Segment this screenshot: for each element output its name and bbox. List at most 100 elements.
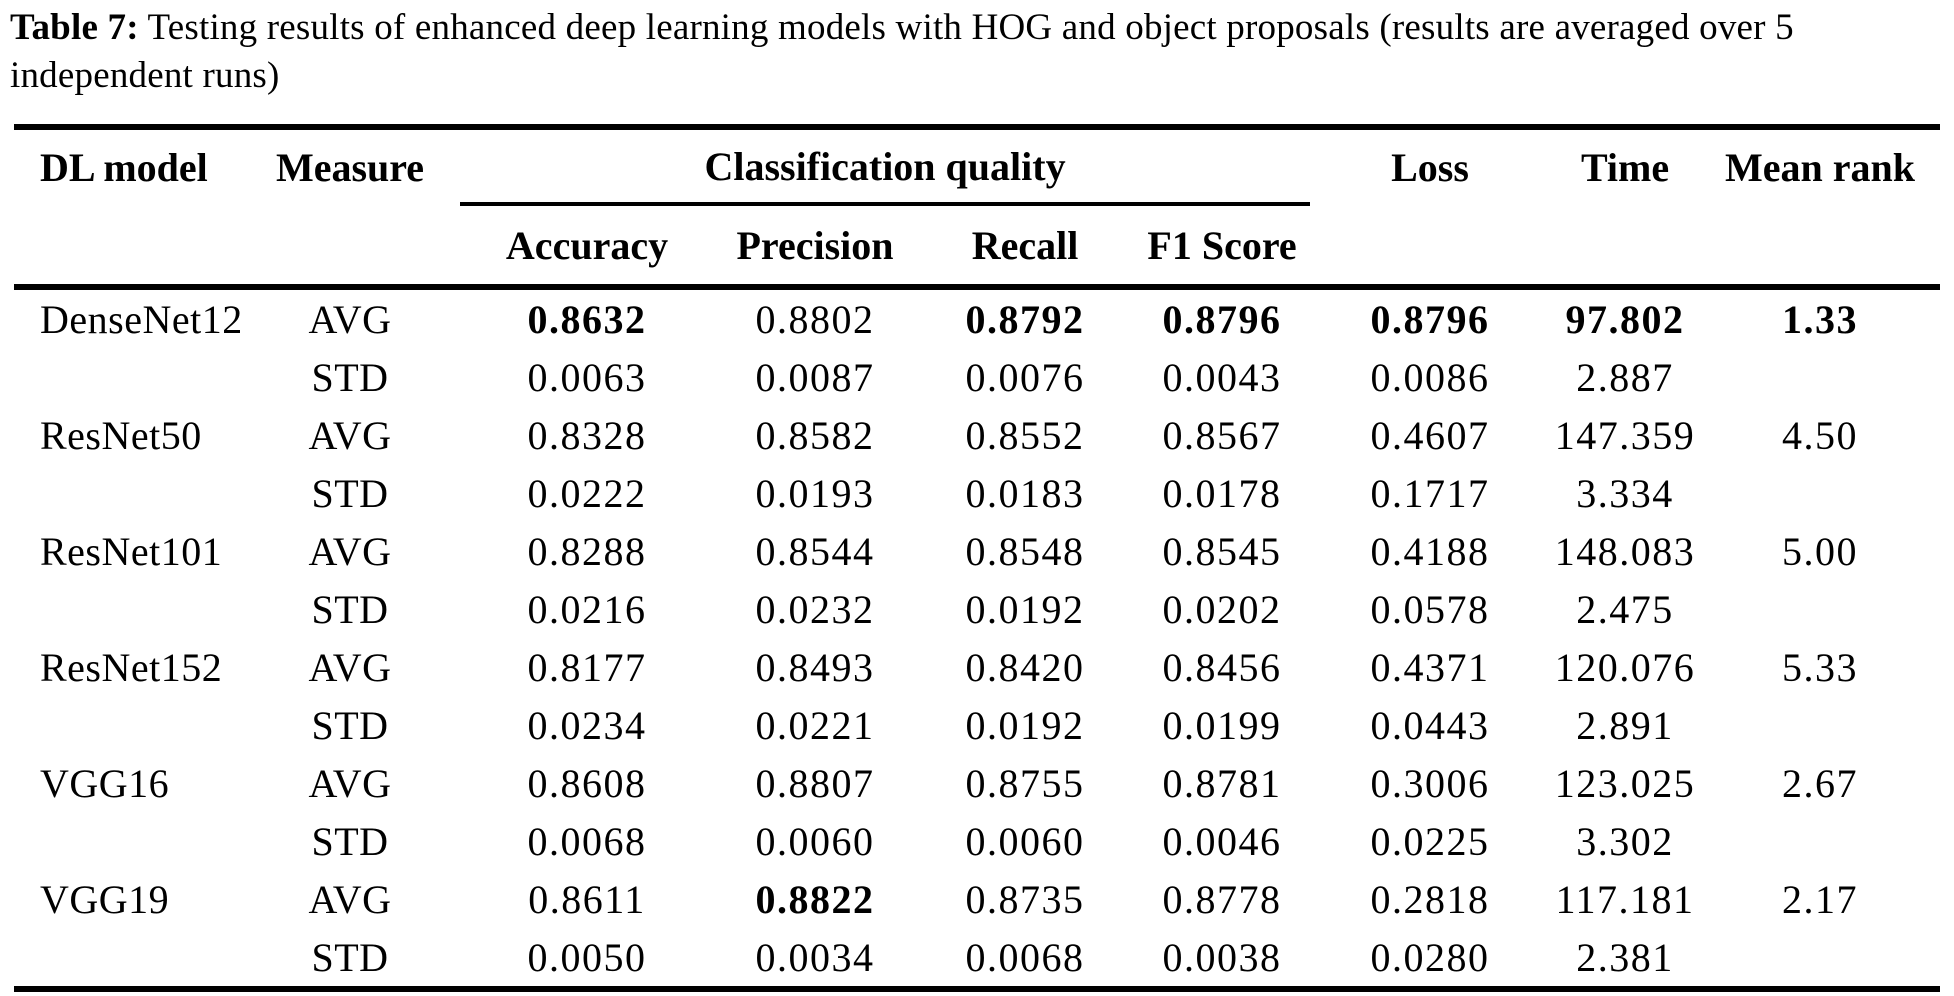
recall-cell: 0.8755 [965,760,1085,806]
recall-cell: 0.8420 [965,644,1085,690]
mean-rank-cell [1700,928,1940,989]
recall-cell: 0.0060 [965,818,1085,864]
time-cell: 117.181 [1555,876,1695,922]
loss-cell: 0.0280 [1370,934,1490,980]
precision-cell: 0.0060 [755,818,875,864]
mean-rank-cell: 2.17 [1782,876,1859,922]
precision-cell: 0.8822 [755,876,875,922]
f1-score-cell: 0.8781 [1162,760,1282,806]
model-cell: ResNet50 [40,412,202,458]
mean-rank-cell: 5.33 [1782,644,1859,690]
table-row: ResNet152 AVG 0.8177 0.8493 0.8420 0.845… [14,638,1940,696]
measure-cell: STD [311,586,389,632]
f1-score-cell: 0.8567 [1162,412,1282,458]
loss-cell: 0.1717 [1370,470,1490,516]
header-f1-score: F1 Score [1147,222,1297,268]
header-loss: Loss [1391,144,1469,190]
time-cell: 2.887 [1576,354,1674,400]
loss-cell: 0.0086 [1370,354,1490,400]
header-mean-rank: Mean rank [1725,144,1916,190]
model-cell [14,464,240,522]
header-time: Time [1580,144,1670,190]
measure-cell: STD [311,470,389,516]
time-cell: 3.302 [1576,818,1674,864]
header-measure: Measure [275,144,425,190]
time-cell: 147.359 [1554,412,1696,458]
header-precision: Precision [736,222,894,268]
table-row: STD 0.0234 0.0221 0.0192 0.0199 0.0443 2… [14,696,1940,754]
f1-score-cell: 0.0178 [1162,470,1282,516]
model-cell [14,928,240,989]
mean-rank-cell: 5.00 [1782,528,1859,574]
loss-cell: 0.0578 [1370,586,1490,632]
time-cell: 3.334 [1576,470,1674,516]
precision-cell: 0.0193 [755,470,875,516]
mean-rank-cell [1700,812,1940,870]
time-cell: 120.076 [1554,644,1696,690]
measure-cell: AVG [308,644,392,690]
loss-cell: 0.4607 [1370,412,1490,458]
accuracy-cell: 0.8608 [527,760,647,806]
table-caption: Table 7: Testing results of enhanced dee… [10,4,1944,100]
caption-text: Testing results of enhanced deep learnin… [10,7,1794,96]
accuracy-cell: 0.0063 [527,354,647,400]
loss-cell: 0.8796 [1370,296,1490,342]
table-body: DenseNet121 AVG 0.8632 0.8802 0.8792 0.8… [14,287,1940,989]
precision-cell: 0.8493 [755,644,875,690]
f1-score-cell: 0.0043 [1162,354,1282,400]
loss-cell: 0.2818 [1370,876,1490,922]
table-header: DL model Measure Classification quality … [14,127,1941,287]
f1-score-cell: 0.8545 [1162,528,1282,574]
measure-cell: AVG [308,296,392,342]
header-spacer [1310,204,1550,287]
accuracy-cell: 0.8177 [527,644,647,690]
header-accuracy: Accuracy [505,222,669,268]
table-row: VGG16 AVG 0.8608 0.8807 0.8755 0.8781 0.… [14,754,1940,812]
header-spacer [14,204,240,287]
measure-cell: STD [311,702,389,748]
f1-score-cell: 0.8778 [1162,876,1282,922]
recall-cell: 0.0192 [965,702,1085,748]
recall-cell: 0.8735 [965,876,1085,922]
precision-cell: 0.8582 [755,412,875,458]
mean-rank-cell: 4.50 [1782,412,1859,458]
model-cell: VGG19 [40,876,170,922]
header-spacer [1550,204,1700,287]
recall-cell: 0.0068 [965,934,1085,980]
loss-cell: 0.4188 [1370,528,1490,574]
measure-cell: AVG [308,760,392,806]
mean-rank-cell [1700,348,1940,406]
header-recall: Recall [971,222,1079,268]
time-cell: 148.083 [1554,528,1696,574]
measure-cell: AVG [308,412,392,458]
header-classification-quality: Classification quality [460,127,1311,206]
results-table: DL model Measure Classification quality … [14,124,1941,992]
f1-score-cell: 0.0199 [1162,702,1282,748]
table-row: STD 0.0068 0.0060 0.0060 0.0046 0.0225 3… [14,812,1940,870]
loss-cell: 0.0225 [1370,818,1490,864]
loss-cell: 0.0443 [1370,702,1490,748]
time-cell: 123.025 [1554,760,1696,806]
model-cell [14,812,240,870]
f1-score-cell: 0.0046 [1162,818,1282,864]
table-row: VGG19 AVG 0.8611 0.8822 0.8735 0.8778 0.… [14,870,1940,928]
model-cell [14,348,240,406]
accuracy-cell: 0.0222 [527,470,647,516]
table-row: ResNet101 AVG 0.8288 0.8544 0.8548 0.854… [14,522,1940,580]
caption-label: Table 7: [10,7,139,48]
time-cell: 2.475 [1576,586,1674,632]
model-cell: VGG16 [40,760,170,806]
recall-cell: 0.8792 [965,296,1085,342]
measure-cell: STD [311,354,389,400]
table-row: STD 0.0050 0.0034 0.0068 0.0038 0.0280 2… [14,928,1940,989]
recall-cell: 0.8548 [965,528,1085,574]
precision-cell: 0.8544 [755,528,875,574]
precision-cell: 0.0232 [755,586,875,632]
precision-cell: 0.0087 [755,354,875,400]
table-row: STD 0.0063 0.0087 0.0076 0.0043 0.0086 2… [14,348,1940,406]
accuracy-cell: 0.8328 [527,412,647,458]
recall-cell: 0.8552 [965,412,1085,458]
precision-cell: 0.0221 [755,702,875,748]
accuracy-cell: 0.0050 [527,934,647,980]
measure-cell: AVG [308,876,392,922]
